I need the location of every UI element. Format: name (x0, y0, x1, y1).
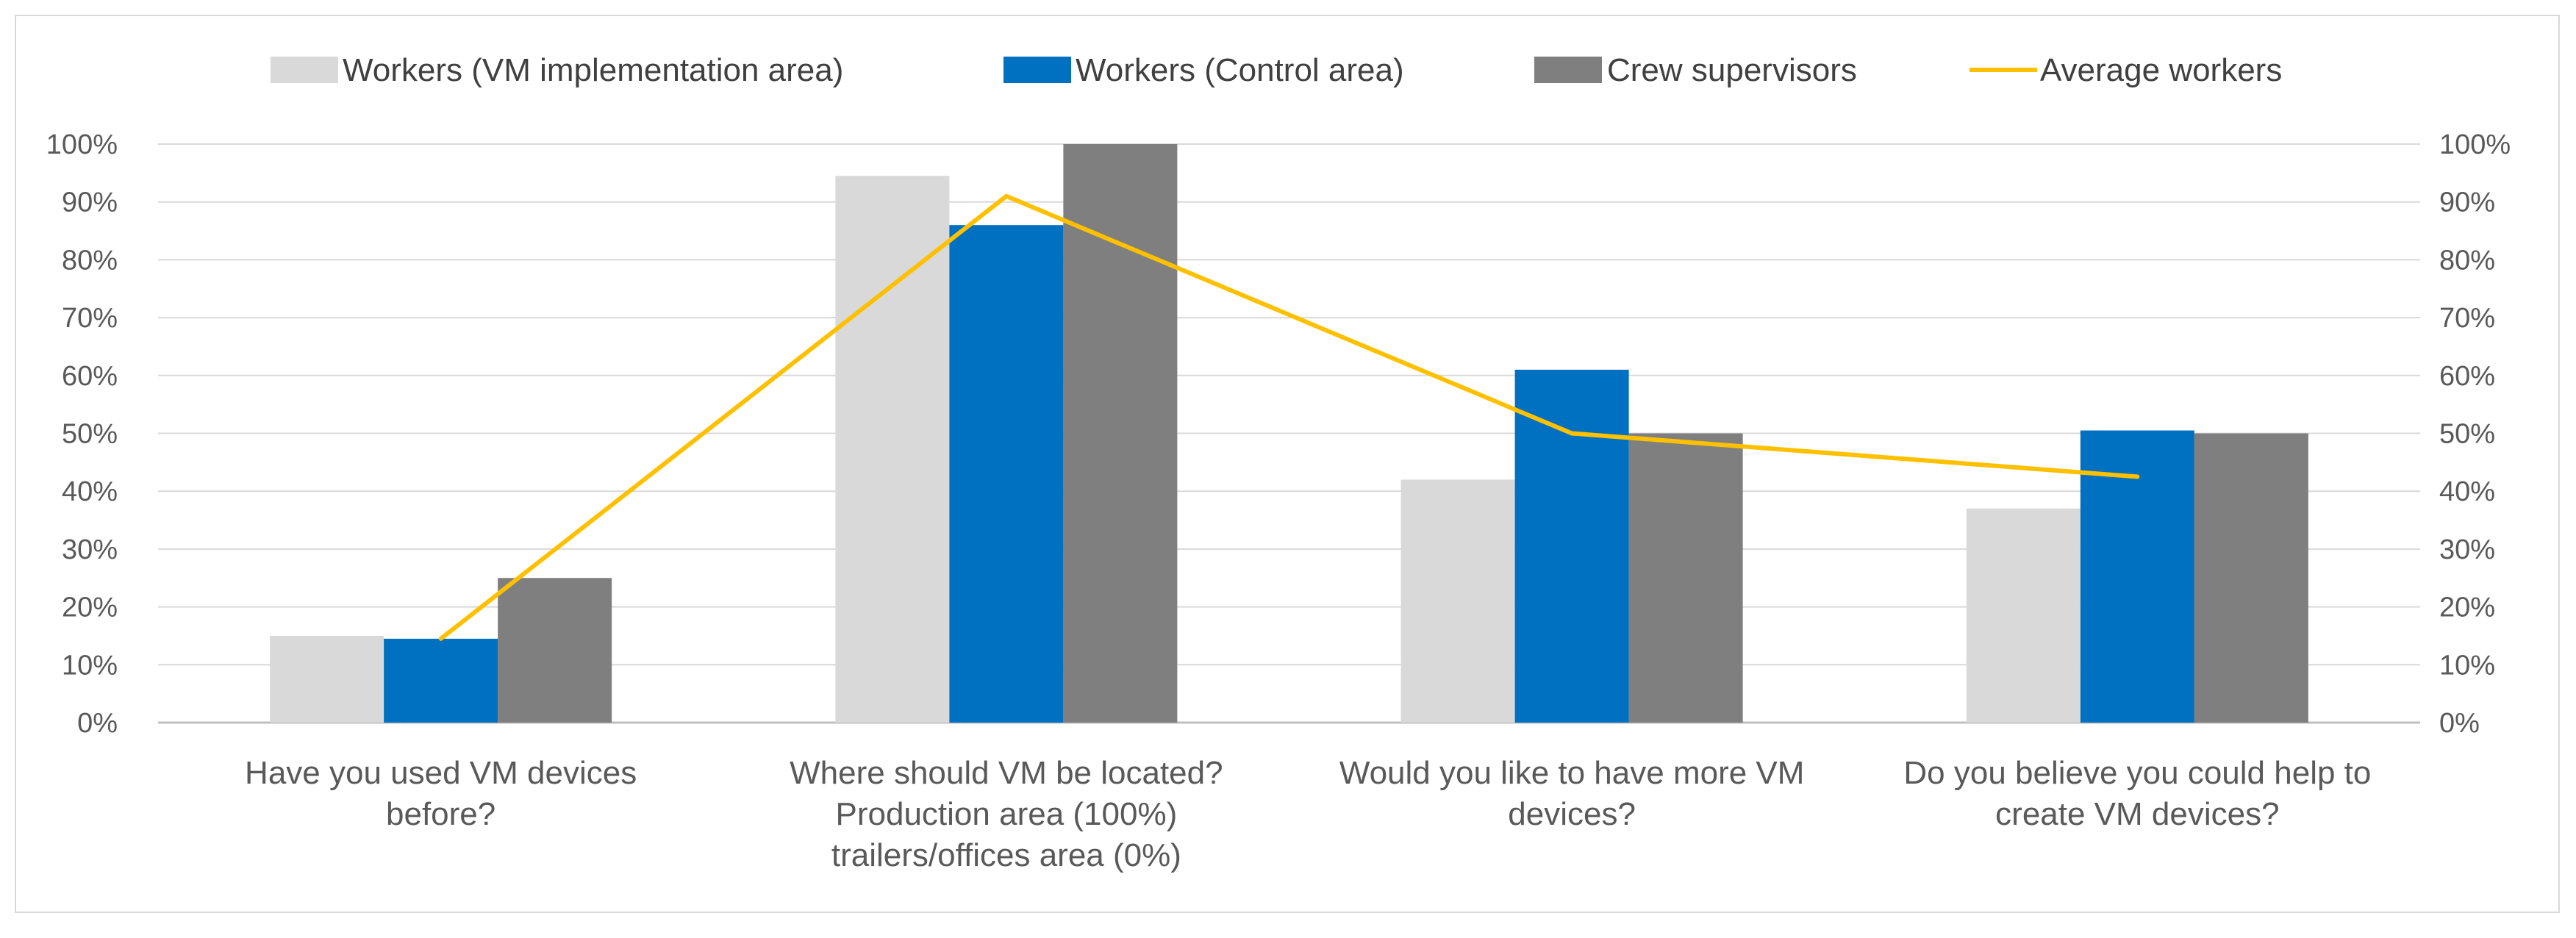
average-workers-point (1570, 431, 1575, 436)
category-label: create VM devices? (1995, 796, 2279, 832)
bar-2-cat-4 (2080, 430, 2194, 723)
y-tick-label: 100% (46, 129, 118, 160)
legend-label-2: Workers (Control area) (1076, 52, 1404, 88)
category-label: Have you used VM devices (245, 755, 637, 791)
legend-label-3: Crew supervisors (1607, 52, 1857, 88)
bar-1-cat-2 (835, 176, 950, 723)
y-tick-label: 50% (62, 419, 118, 450)
y-tick-label: 70% (62, 303, 118, 334)
legend-swatch-2 (1003, 57, 1071, 83)
y-tick-label: 20% (62, 592, 118, 623)
bar-1-cat-3 (1400, 479, 1515, 723)
legend-label-4: Average workers (2040, 52, 2282, 88)
average-workers-point (2135, 474, 2140, 479)
secondary-y-tick-label: 70% (2439, 303, 2495, 334)
bar-2-cat-2 (949, 225, 1064, 723)
secondary-y-tick-label: 60% (2439, 361, 2495, 392)
bar-3-cat-3 (1628, 433, 1743, 723)
bar-1-cat-4 (1966, 508, 2081, 723)
secondary-y-tick-label: 20% (2439, 592, 2495, 623)
legend-label-1: Workers (VM implementation area) (343, 52, 843, 88)
category-label: Where should VM be located? (790, 755, 1223, 791)
secondary-y-tick-label: 80% (2439, 245, 2495, 276)
category-label: before? (386, 796, 495, 832)
secondary-y-tick-label: 0% (2439, 708, 2480, 739)
secondary-y-tick-label: 10% (2439, 650, 2495, 681)
bar-2-cat-3 (1514, 369, 1629, 723)
y-tick-label: 80% (62, 245, 118, 276)
category-label: Production area (100%) (836, 796, 1178, 832)
secondary-y-tick-label: 40% (2439, 476, 2495, 507)
category-label: Do you believe you could help to (1903, 755, 2371, 791)
category-label: Would you like to have more VM (1339, 755, 1805, 791)
secondary-y-tick-label: 90% (2439, 187, 2495, 218)
y-tick-label: 10% (62, 650, 118, 681)
average-workers-line (439, 193, 2138, 641)
bar-3-cat-1 (498, 578, 612, 723)
bar-3-cat-2 (1063, 144, 1178, 723)
y-tick-label: 0% (77, 708, 118, 739)
y-tick-label: 30% (62, 534, 118, 565)
secondary-y-tick-label: 100% (2439, 129, 2511, 160)
category-label: trailers/offices area (0%) (831, 837, 1181, 873)
y-tick-label: 90% (62, 187, 118, 218)
average-workers-point (1003, 193, 1009, 198)
bar-2-cat-1 (384, 638, 498, 723)
y-tick-label: 40% (62, 476, 118, 507)
legend-swatch-3 (1534, 57, 1602, 83)
legend-swatch-1 (271, 57, 338, 83)
secondary-y-tick-label: 50% (2439, 419, 2495, 450)
y-tick-label: 60% (62, 361, 118, 392)
secondary-y-tick-label: 30% (2439, 534, 2495, 565)
bar-1-cat-1 (270, 635, 384, 723)
average-workers-point (438, 636, 443, 641)
bar-3-cat-4 (2194, 433, 2308, 723)
category-label: devices? (1508, 796, 1636, 832)
